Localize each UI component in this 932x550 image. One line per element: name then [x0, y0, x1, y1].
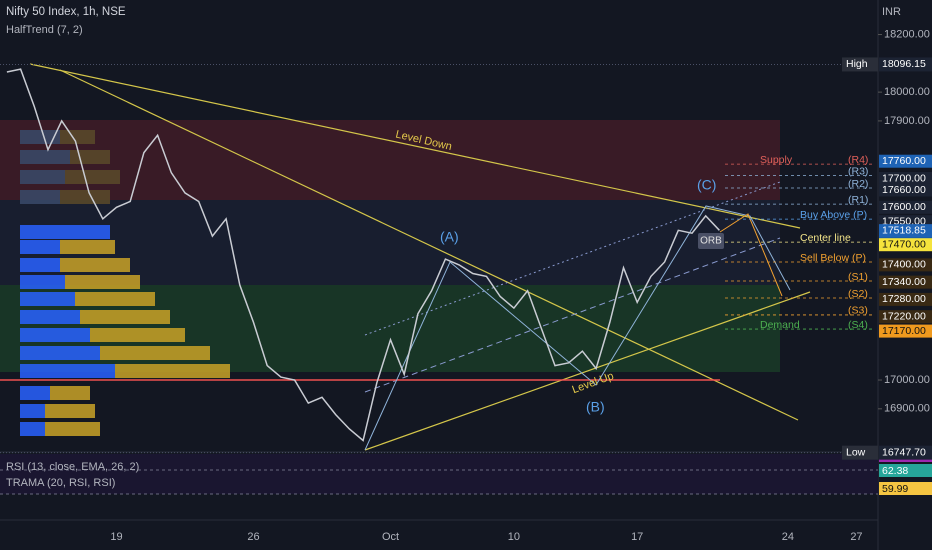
- price-tag: [879, 154, 932, 168]
- price-tag-label: 17600.00: [882, 201, 926, 213]
- channel-line: [364, 181, 781, 336]
- x-tick-label: 10: [508, 531, 520, 543]
- level-text: Demand: [760, 319, 800, 331]
- price-tag-label: 17700.00: [882, 172, 926, 184]
- price-tag: [879, 171, 932, 185]
- price-tag: [879, 310, 932, 324]
- x-tick-label: 27: [850, 531, 862, 543]
- y-tick-label: 17900.00: [884, 115, 930, 127]
- high-box: [842, 57, 878, 72]
- x-tick-label: 17: [631, 531, 643, 543]
- x-tick-label: 19: [110, 531, 122, 543]
- projection: [719, 213, 783, 297]
- price-tag-label: 17220.00: [882, 310, 926, 322]
- price-tag: [879, 238, 932, 252]
- level-tag: (R2): [848, 178, 868, 190]
- rsi-band: [0, 454, 878, 494]
- price-tag-label: 17340.00: [882, 276, 926, 288]
- rsi-title: RSI (13, close, EMA, 26, 2): [6, 461, 139, 473]
- trend-line: [29, 63, 801, 229]
- range-zone: [0, 200, 780, 285]
- rsi-tag-label: 62.38: [882, 465, 908, 477]
- annotation: (A): [440, 229, 459, 245]
- y-tick-label: 18200.00: [884, 28, 930, 40]
- trend-line: [364, 291, 811, 451]
- price-tag-label: 17760.00: [882, 155, 926, 167]
- wave-path: [364, 205, 791, 451]
- price-tag-label: 17518.85: [882, 224, 926, 236]
- price-tag-label: 17400.00: [882, 259, 926, 271]
- level-tag: (S1): [848, 271, 868, 283]
- level-tag: (R1): [848, 194, 868, 206]
- trend-line: [59, 69, 799, 421]
- price-tag: [879, 224, 932, 238]
- y-tick-label: 17000.00: [884, 374, 930, 386]
- level-text: Supply: [760, 154, 793, 166]
- chart-title: Nifty 50 Index, 1h, NSE: [6, 6, 126, 18]
- level-text: Sell Below (P): [800, 252, 866, 264]
- price-tag-label: 17660.00: [882, 184, 926, 196]
- price-tag: [879, 183, 932, 197]
- annotation: (C): [697, 177, 716, 193]
- rsi-tag: [879, 482, 932, 495]
- level-text: Center line: [800, 232, 851, 244]
- x-tick-label: Oct: [382, 531, 399, 543]
- channel-line: [364, 237, 781, 393]
- x-tick-label: 26: [247, 531, 259, 543]
- rsi-tag: [879, 464, 932, 477]
- level-tag: (S3): [848, 305, 868, 317]
- rsi-tag-label: 59.99: [882, 483, 908, 495]
- orb-box: [698, 233, 724, 249]
- low-label: 16747.70: [882, 446, 926, 458]
- y-tick-label: 18000.00: [884, 86, 930, 98]
- currency: INR: [882, 6, 901, 18]
- price-tag: [879, 324, 932, 338]
- price-tag-label: 17280.00: [882, 293, 926, 305]
- rsi-subtitle: TRAMA (20, RSI, RSI): [6, 477, 115, 489]
- price-tag-label: 17470.00: [882, 238, 926, 250]
- level-tag: (R4): [848, 154, 868, 166]
- low-tag: [879, 445, 932, 460]
- volume-profile: [20, 130, 230, 436]
- price-tag: [879, 275, 932, 289]
- level-tag: (S4): [848, 319, 868, 331]
- high-label: 18096.15: [882, 58, 926, 70]
- price-tag: [879, 258, 932, 272]
- low-name: Low: [846, 446, 866, 458]
- indicator-label: HalfTrend (7, 2): [6, 24, 83, 36]
- low-box: [842, 445, 878, 460]
- price-tag-label: 17170.00: [882, 325, 926, 337]
- level-tag: (R3): [848, 165, 868, 177]
- y-tick-label: 16900.00: [884, 403, 930, 415]
- level-tag: (S2): [848, 288, 868, 300]
- level-text: Buy Above (P): [800, 209, 867, 221]
- annotation: Level Up: [570, 370, 615, 396]
- high-tag: [879, 57, 932, 72]
- supply-zone: [0, 120, 780, 200]
- price-tag: [879, 200, 932, 214]
- x-tick-label: 24: [782, 531, 794, 543]
- annotation: ORB: [700, 236, 722, 247]
- high-name: High: [846, 58, 868, 70]
- price-line: [6, 68, 720, 442]
- price-tag: [879, 292, 932, 306]
- annotation: (B): [586, 399, 605, 415]
